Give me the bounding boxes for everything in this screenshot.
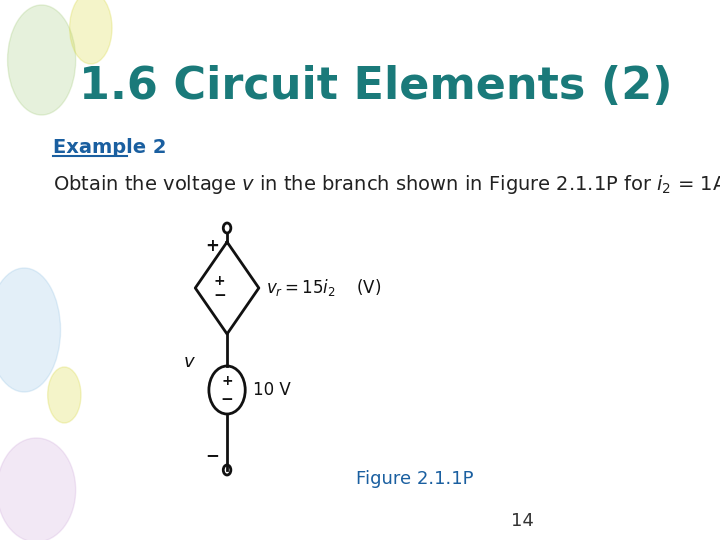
Text: −: −	[213, 287, 226, 302]
Text: 10 V: 10 V	[253, 381, 291, 399]
Ellipse shape	[8, 5, 76, 115]
Text: 1.6 Circuit Elements (2): 1.6 Circuit Elements (2)	[79, 65, 673, 108]
Text: Obtain the voltage $v$ in the branch shown in Figure 2.1.1P for $i_2$ = 1A.: Obtain the voltage $v$ in the branch sho…	[53, 173, 720, 196]
Ellipse shape	[0, 268, 60, 392]
Text: $v$: $v$	[183, 353, 196, 371]
Ellipse shape	[70, 0, 112, 64]
Text: +: +	[221, 374, 233, 388]
Text: Figure 2.1.1P: Figure 2.1.1P	[356, 470, 473, 488]
Text: 14: 14	[510, 512, 534, 530]
Text: Example 2: Example 2	[53, 138, 166, 157]
Text: $v_r = 15i_2$    (V): $v_r = 15i_2$ (V)	[266, 278, 382, 299]
Text: −: −	[221, 392, 233, 407]
Text: +: +	[205, 237, 219, 255]
Text: +: +	[214, 274, 225, 288]
Ellipse shape	[48, 367, 81, 423]
Ellipse shape	[0, 438, 76, 540]
Text: −: −	[205, 446, 219, 464]
